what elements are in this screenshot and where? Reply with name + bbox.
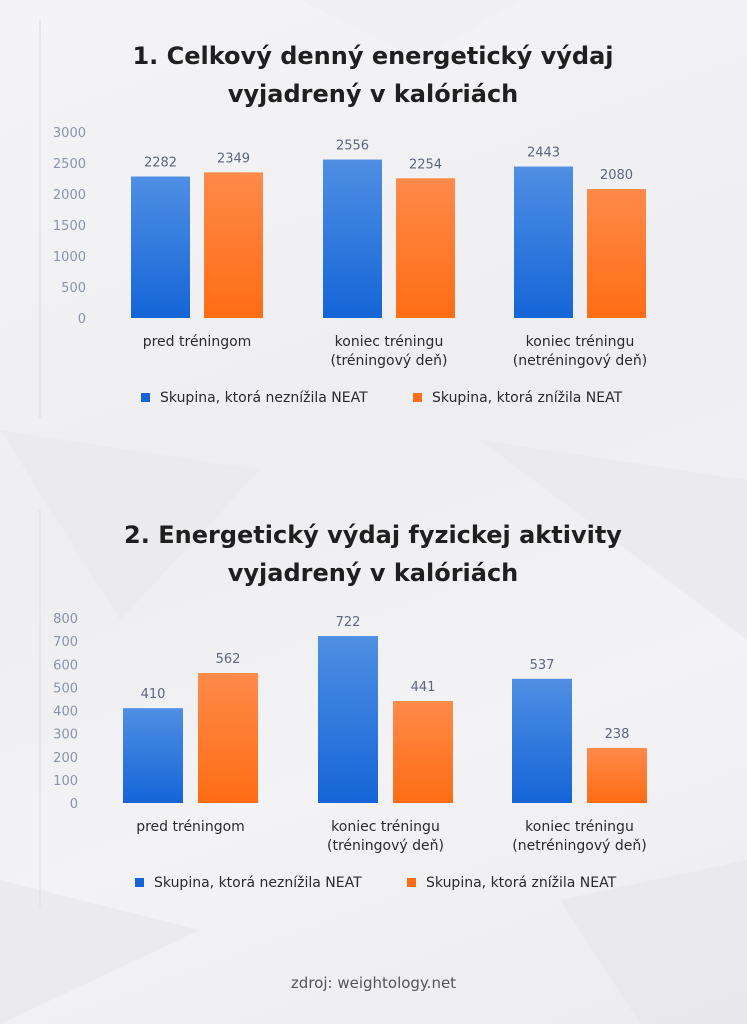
category-label-line: koniec tréningu (331, 819, 440, 835)
bar-orange (393, 701, 453, 803)
y-tick-label: 200 (53, 751, 78, 766)
chart-physical-activity-energy-expenditure: 2. Energetický výdaj fyzickej aktivity vy… (0, 490, 747, 940)
y-tick-label: 2000 (53, 188, 86, 203)
chart-title-line: vyjadrený v kalóriách (228, 80, 519, 108)
category-label: koniec tréningu (netréningový deň) (513, 334, 647, 369)
data-label: 2349 (217, 151, 250, 166)
y-tick-label: 600 (53, 658, 78, 673)
data-label: 2080 (600, 168, 633, 183)
category-label-line: (tréningový deň) (327, 838, 444, 854)
y-tick-label: 500 (61, 281, 86, 296)
category-label-line: koniec tréningu (335, 334, 444, 350)
legend-swatch (141, 393, 150, 402)
data-label: 722 (336, 615, 361, 630)
y-tick-label: 700 (53, 635, 78, 650)
category-label: pred tréningom (136, 819, 245, 835)
category-label-line: koniec tréningu (526, 334, 635, 350)
source-credit: zdroj: weightology.net (290, 974, 457, 992)
chart1-svg: 1. Celkový denný energetický výdaj vyjadr… (39, 20, 647, 418)
data-label: 410 (141, 687, 166, 702)
legend-label: Skupina, ktorá znížila NEAT (426, 875, 617, 891)
bar-orange (396, 178, 455, 318)
legend-swatch (413, 393, 422, 402)
data-label: 2254 (409, 157, 442, 172)
category-label-line: (tréningový deň) (331, 353, 448, 369)
bar-orange (198, 673, 258, 803)
legend-label: Skupina, ktorá neznížila NEAT (154, 875, 362, 891)
chart-title-line: 2. Energetický výdaj fyzickej aktivity (124, 521, 622, 549)
data-label: 2556 (336, 139, 369, 154)
y-tick-label: 0 (70, 797, 78, 812)
bar-orange (587, 189, 646, 318)
bar-orange (204, 172, 263, 318)
legend-label: Skupina, ktorá neznížila NEAT (160, 390, 368, 406)
bar-blue (131, 176, 190, 318)
y-tick-label: 800 (53, 612, 78, 627)
bar-blue (318, 636, 378, 803)
chart-total-daily-energy-expenditure: 1. Celkový denný energetický výdaj vyjadr… (0, 0, 747, 440)
y-tick-label: 0 (78, 312, 86, 327)
legend-swatch (407, 878, 416, 887)
y-tick-label: 3000 (53, 126, 86, 141)
y-tick-label: 2500 (53, 157, 86, 172)
category-label: koniec tréningu (tréningový deň) (327, 819, 444, 854)
category-label-line: pred tréningom (143, 334, 252, 350)
bar-blue (512, 678, 572, 803)
data-label: 2443 (527, 146, 560, 161)
category-label: pred tréningom (143, 334, 252, 350)
y-tick-label: 100 (53, 774, 78, 789)
category-label: koniec tréningu (tréningový deň) (331, 334, 448, 369)
data-label: 537 (530, 658, 555, 673)
category-label-line: (netréningový deň) (512, 838, 646, 854)
chart-title-line: vyjadrený v kalóriách (228, 559, 519, 587)
bar-blue (123, 708, 183, 803)
category-label: koniec tréningu (netréningový deň) (512, 819, 646, 854)
data-label: 441 (411, 680, 436, 695)
category-label-line: koniec tréningu (525, 819, 634, 835)
data-label: 562 (216, 652, 241, 667)
y-tick-label: 1000 (53, 250, 86, 265)
data-label: 2282 (144, 156, 177, 171)
category-label-line: (netréningový deň) (513, 353, 647, 369)
bar-orange (587, 747, 647, 803)
y-tick-label: 400 (53, 705, 78, 720)
data-label: 238 (605, 727, 630, 742)
bar-blue (514, 166, 573, 318)
legend-swatch (135, 878, 144, 887)
y-tick-label: 300 (53, 728, 78, 743)
category-label-line: pred tréningom (136, 819, 245, 835)
chart2-svg: 2. Energetický výdaj fyzickej aktivity vy… (39, 510, 647, 906)
legend-label: Skupina, ktorá znížila NEAT (432, 390, 623, 406)
y-tick-label: 500 (53, 681, 78, 696)
chart-title-line: 1. Celkový denný energetický výdaj (132, 42, 613, 70)
y-tick-label: 1500 (53, 219, 86, 234)
bar-blue (323, 159, 382, 318)
